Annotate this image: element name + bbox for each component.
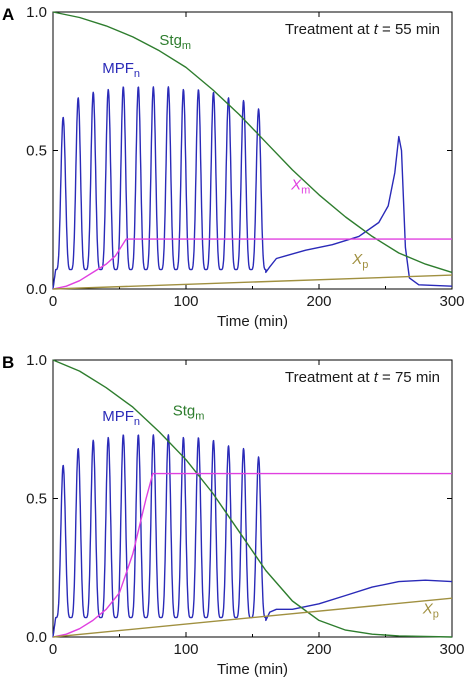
- series-label: MPFn: [102, 408, 140, 428]
- x-tick-label: 200: [306, 641, 331, 658]
- x-tick-label: 300: [439, 641, 464, 658]
- panel-a: A 0 100 200 300 0.0 0.5 1.0 Time (min) MPFn Stgm Xm…: [2, 4, 465, 330]
- y-tick-label: 1.0: [26, 352, 47, 369]
- series-line-x-p: [52, 274, 453, 290]
- treatment-annotation: Treatment at t = 75 min: [285, 369, 440, 386]
- series-label: Stgm: [173, 402, 205, 422]
- y-tick-label: 0.0: [26, 281, 47, 298]
- series-line-x-m: [52, 238, 452, 290]
- y-tick-label: 0.5: [26, 491, 47, 508]
- series-line-stg-m: [52, 11, 453, 274]
- series-line-stg-m: [52, 359, 453, 638]
- x-tick-label: 0: [49, 641, 57, 658]
- x-tick-label: 200: [306, 293, 331, 310]
- x-tick-label: 100: [173, 641, 198, 658]
- panel-letter: A: [2, 5, 14, 24]
- x-tick-label: 300: [439, 293, 464, 310]
- x-axis-label: Time (min): [217, 661, 288, 678]
- y-tick-label: 0.0: [26, 629, 47, 646]
- panel-letter: B: [2, 353, 14, 372]
- treatment-annotation: Treatment at t = 55 min: [285, 21, 440, 38]
- x-tick-label: 100: [173, 293, 198, 310]
- series-line-mpf-n: [52, 86, 453, 290]
- panel-b: B 0 100 200 300 0.0 0.5 1.0 Time (min) MPFn Stgm Xp…: [2, 352, 465, 678]
- series-label: Xp: [422, 600, 439, 620]
- series-line-x-m: [52, 472, 452, 638]
- x-axis-label: Time (min): [217, 313, 288, 330]
- series-line-x-p: [52, 597, 453, 638]
- series-label: Stgm: [159, 32, 191, 52]
- series-label: Xm: [290, 176, 310, 196]
- series-label: Xp: [351, 251, 368, 271]
- x-tick-label: 0: [49, 293, 57, 310]
- y-tick-label: 1.0: [26, 4, 47, 21]
- y-tick-label: 0.5: [26, 143, 47, 160]
- series-line-mpf-n: [52, 434, 453, 638]
- series-label: MPFn: [102, 60, 140, 80]
